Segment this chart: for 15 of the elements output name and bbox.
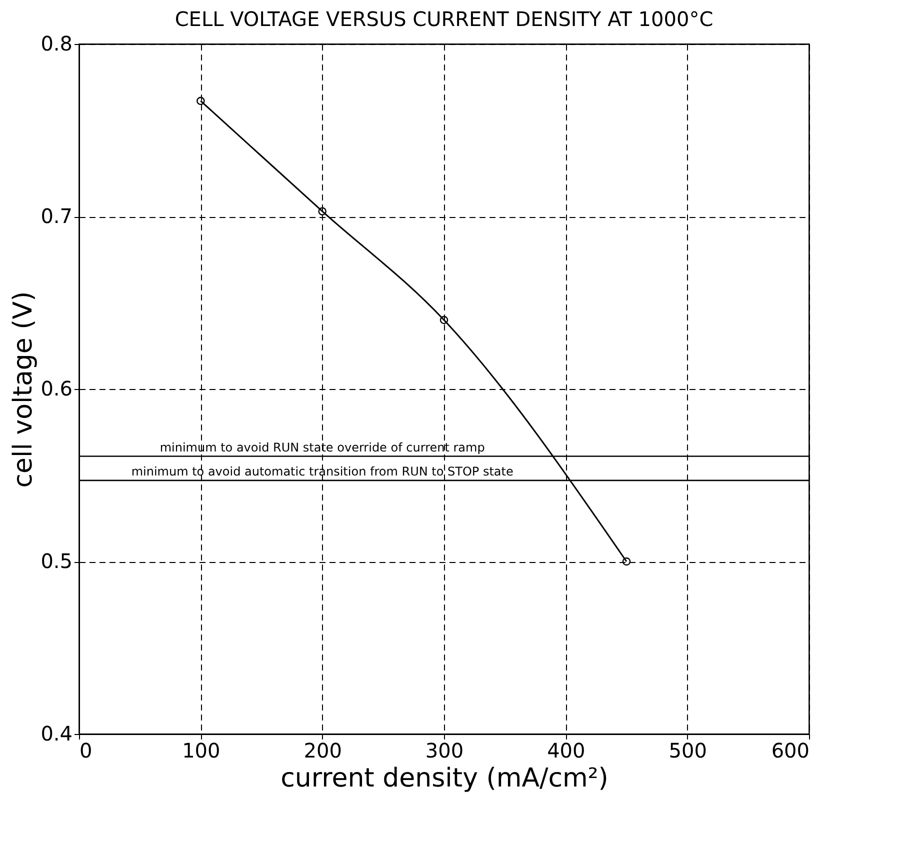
x-tick-label: 400: [547, 738, 586, 762]
chart-title: CELL VOLTAGE VERSUS CURRENT DENSITY AT 1000°C: [174, 7, 714, 31]
y-tick-label: 0.5: [40, 549, 72, 573]
x-tick-label: 100: [182, 738, 220, 762]
y-axis-title: cell voltage (V): [8, 291, 39, 488]
x-tick-label: 0: [80, 738, 92, 762]
x-tick-label: 500: [668, 738, 707, 762]
x-axis-title: current density (mA/cm²): [280, 764, 608, 794]
x-tick-label: 600: [771, 738, 810, 762]
x-tick-label: 300: [425, 738, 464, 762]
y-tick-label: 0.4: [40, 722, 72, 746]
y-tick-label: 0.8: [40, 32, 72, 56]
y-tick-label: 0.7: [40, 204, 72, 228]
y-tick-label: 0.6: [40, 376, 72, 400]
x-tick-label: 200: [304, 738, 342, 762]
